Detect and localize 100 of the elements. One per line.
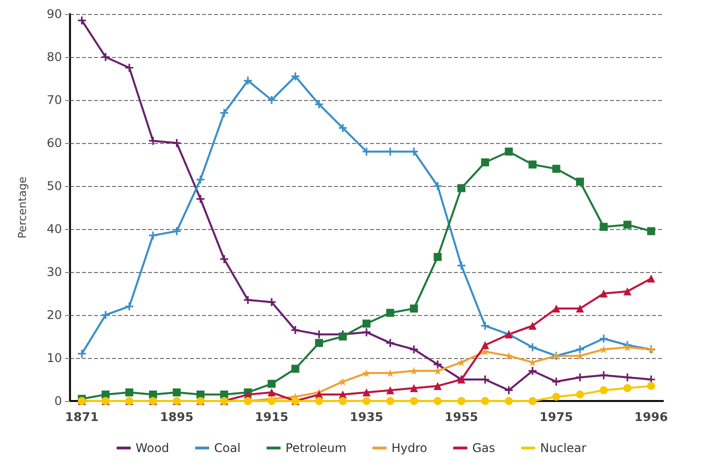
point bbox=[268, 298, 276, 306]
point bbox=[457, 397, 466, 405]
point bbox=[576, 178, 584, 186]
point bbox=[576, 345, 584, 354]
x-tick-label: 1895 bbox=[160, 410, 194, 424]
point bbox=[528, 160, 537, 168]
point bbox=[244, 76, 252, 85]
point bbox=[172, 388, 181, 396]
point bbox=[338, 378, 347, 386]
point bbox=[362, 320, 370, 328]
point bbox=[78, 16, 86, 24]
point bbox=[504, 148, 513, 156]
point bbox=[410, 366, 418, 375]
point bbox=[552, 164, 560, 173]
point bbox=[268, 397, 276, 405]
point bbox=[291, 72, 300, 80]
point bbox=[600, 386, 608, 394]
point bbox=[481, 322, 490, 330]
point bbox=[600, 345, 608, 354]
point bbox=[410, 397, 418, 405]
point bbox=[457, 262, 466, 270]
legend-label: Petroleum bbox=[286, 441, 346, 455]
point bbox=[481, 341, 490, 350]
point bbox=[220, 390, 228, 399]
point bbox=[268, 388, 276, 396]
point bbox=[338, 332, 347, 340]
point bbox=[386, 397, 394, 405]
point bbox=[434, 366, 442, 375]
point bbox=[600, 222, 608, 231]
point bbox=[528, 322, 537, 330]
y-tick-label: 70 bbox=[46, 93, 62, 107]
point bbox=[102, 311, 110, 319]
point bbox=[196, 176, 204, 184]
legend-label: Coal bbox=[214, 441, 241, 455]
point bbox=[623, 373, 632, 382]
point bbox=[268, 96, 276, 104]
point bbox=[196, 194, 204, 203]
point bbox=[125, 64, 134, 72]
y-tick-label: 40 bbox=[46, 222, 62, 236]
y-tick-label: 0 bbox=[54, 394, 62, 408]
point bbox=[149, 231, 158, 240]
point bbox=[268, 380, 276, 388]
point bbox=[125, 388, 134, 396]
point bbox=[600, 371, 608, 380]
point bbox=[434, 397, 442, 405]
point bbox=[386, 386, 394, 394]
point bbox=[410, 148, 418, 156]
point bbox=[457, 358, 466, 366]
point bbox=[504, 397, 513, 405]
point bbox=[576, 373, 584, 382]
point bbox=[600, 290, 608, 298]
point bbox=[78, 350, 86, 358]
point bbox=[623, 220, 632, 229]
point bbox=[481, 158, 490, 166]
point bbox=[125, 302, 134, 310]
point bbox=[434, 382, 442, 390]
x-tick-label: 1996 bbox=[634, 410, 668, 424]
x-tick-label: 1975 bbox=[540, 410, 573, 424]
point bbox=[410, 345, 418, 354]
point bbox=[528, 343, 537, 352]
point bbox=[362, 397, 370, 405]
point bbox=[434, 182, 442, 190]
point bbox=[315, 100, 324, 108]
point bbox=[315, 330, 324, 338]
point bbox=[149, 136, 158, 145]
point bbox=[220, 255, 228, 264]
x-tick-label: 1871 bbox=[65, 410, 99, 424]
x-tick-label: 1955 bbox=[444, 410, 478, 424]
point bbox=[315, 338, 324, 347]
point bbox=[315, 397, 324, 405]
point bbox=[528, 366, 537, 375]
point bbox=[647, 274, 656, 282]
y-tick-label: 20 bbox=[46, 308, 62, 322]
point bbox=[576, 304, 584, 313]
point bbox=[362, 148, 370, 156]
point bbox=[576, 390, 584, 399]
point bbox=[552, 378, 560, 386]
y-tick-label: 80 bbox=[46, 50, 62, 64]
point bbox=[338, 397, 347, 405]
point bbox=[552, 304, 560, 313]
point bbox=[291, 326, 300, 334]
point bbox=[600, 334, 608, 343]
y-tick-label: 10 bbox=[46, 351, 62, 365]
point bbox=[362, 328, 370, 336]
point bbox=[647, 227, 656, 236]
point bbox=[457, 184, 466, 192]
point bbox=[291, 364, 300, 373]
point bbox=[481, 397, 490, 405]
y-tick-label: 30 bbox=[46, 265, 62, 279]
point bbox=[623, 384, 632, 392]
point bbox=[102, 53, 110, 61]
x-tick-label: 1935 bbox=[350, 410, 384, 424]
legend-label: Gas bbox=[472, 441, 496, 455]
point bbox=[338, 124, 347, 132]
point bbox=[434, 252, 442, 261]
legend-label: Nuclear bbox=[540, 441, 586, 455]
point bbox=[552, 392, 560, 401]
y-tick-label: 90 bbox=[46, 7, 62, 21]
point bbox=[362, 388, 370, 396]
point bbox=[528, 397, 537, 405]
